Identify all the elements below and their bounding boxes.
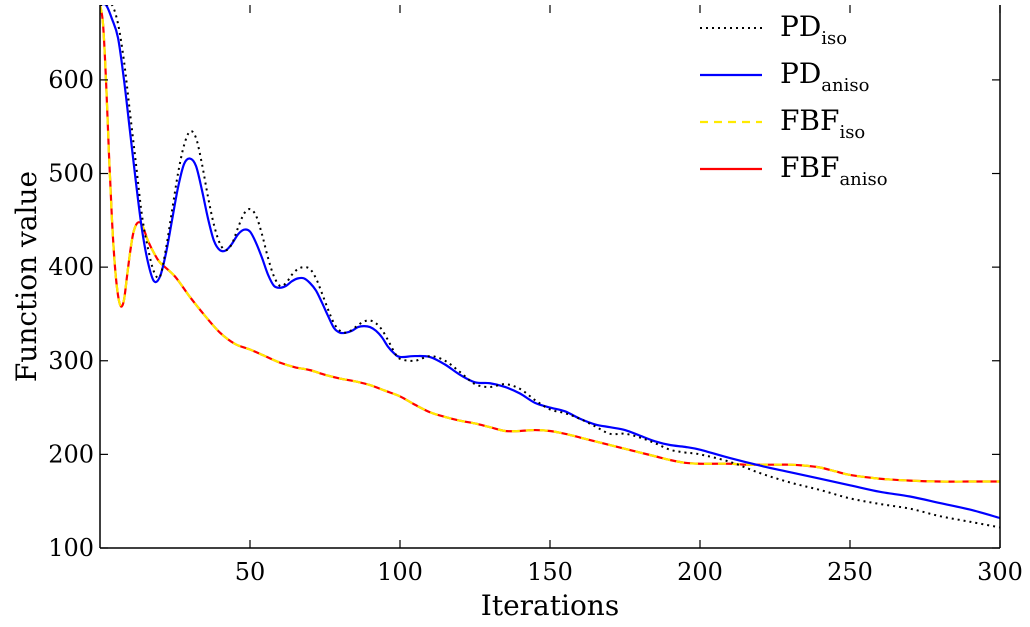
x-tick-label: 200 (677, 558, 723, 586)
x-tick-label: 300 (977, 558, 1023, 586)
series-line-pd-aniso (100, 5, 1000, 520)
y-tick-label: 500 (48, 160, 94, 188)
x-tick-label: 250 (827, 558, 873, 586)
plot-lines (100, 5, 1000, 529)
y-tick-label: 100 (48, 534, 94, 562)
legend-label: FBFiso (780, 104, 865, 143)
y-axis-label: Function value (10, 171, 43, 382)
legend-label: FBFaniso (780, 151, 888, 190)
legend: PDiso PDaniso FBFiso FBFaniso (700, 10, 888, 190)
y-tick-label: 200 (48, 440, 94, 468)
x-tick-label: 50 (235, 558, 266, 586)
y-tick-label: 300 (48, 347, 94, 375)
series-line-pd-iso (100, 5, 1000, 529)
x-axis-label: Iterations (481, 589, 619, 622)
y-tick-label: 600 (48, 66, 94, 94)
legend-label: PDaniso (780, 57, 869, 96)
y-tick-label: 400 (48, 253, 94, 281)
x-tick-label: 150 (527, 558, 573, 586)
axis-ticks: 50 100 150 200 250 300 100 200 300 400 500 600 (48, 5, 1023, 586)
x-tick-label: 100 (377, 558, 423, 586)
legend-label: PDiso (780, 10, 847, 49)
